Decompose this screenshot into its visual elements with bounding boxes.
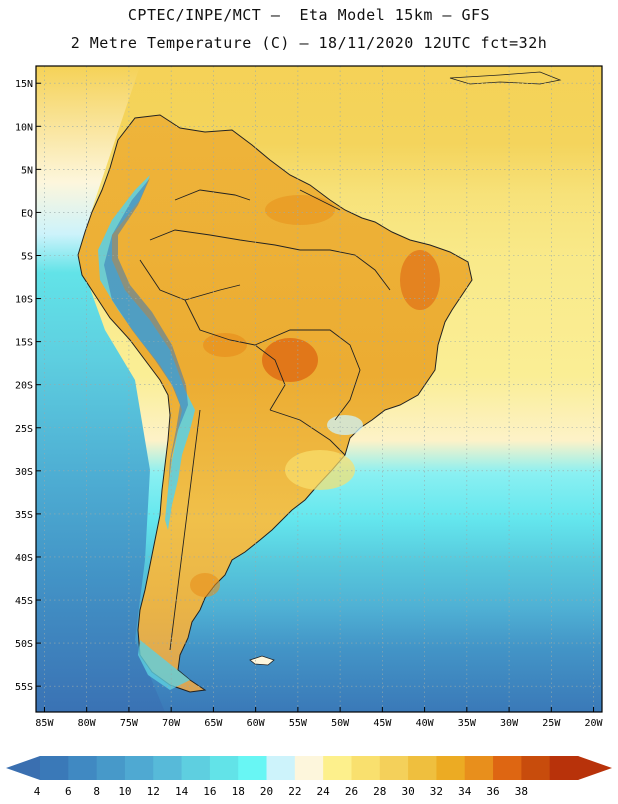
colorbar-swatch — [266, 756, 296, 780]
colorbar-tick-label: 20 — [260, 785, 273, 798]
lon-label: 80W — [78, 718, 97, 729]
lat-label: EQ — [21, 208, 33, 219]
lon-label: 45W — [373, 718, 392, 729]
colorbar-tick-label: 30 — [401, 785, 414, 798]
colorbar-tick-label: 12 — [147, 785, 160, 798]
colorbar-swatch — [96, 756, 126, 780]
colorbar-swatch — [323, 756, 352, 780]
lon-label: 65W — [204, 718, 223, 729]
colorbar-tick-label: 6 — [65, 785, 72, 798]
colorbar-swatch — [238, 756, 268, 780]
hotspot-pantanal — [262, 338, 318, 382]
lon-label: 55W — [289, 718, 308, 729]
colorbar-tick-label: 32 — [430, 785, 443, 798]
lon-label: 25W — [542, 718, 561, 729]
colorbar-swatch — [181, 756, 211, 780]
border-guianas — [299, 189, 341, 211]
andes-coldest-band — [104, 178, 188, 490]
latitude-labels: 15N 10N 5N EQ 5S 10S 15S 20S 25S 30S 35S 40S 45S 50S 5… — [15, 79, 33, 693]
border-paraguay-argentina — [269, 409, 346, 456]
colorbar-tick-label: 28 — [373, 785, 386, 798]
hotspot-bolivia — [203, 333, 247, 357]
colorbar-tick-label: 22 — [288, 785, 301, 798]
colorbar-swatch — [408, 756, 437, 780]
hotspot-guianas — [265, 195, 335, 225]
longitude-labels: 85W 80W 75W 70W 65W 60W 55W 50W 45W 40W 35W 30W 25W 2… — [35, 718, 603, 729]
map-frame — [35, 65, 603, 713]
cool-area-sao-paulo-coast — [327, 415, 363, 435]
colorbar-tick-label: 34 — [458, 785, 472, 798]
colorbar-swatch — [351, 756, 381, 780]
colorbar-tick-label: 10 — [118, 785, 131, 798]
lat-label: 5S — [21, 251, 33, 262]
lon-label: 85W — [35, 718, 54, 729]
lon-label: 50W — [331, 718, 350, 729]
lon-label: 75W — [120, 718, 139, 729]
border-brazil-north-states — [300, 249, 391, 291]
colorbar-swatch — [153, 756, 183, 780]
lon-label: 70W — [162, 718, 181, 729]
caribbean-islands — [449, 71, 562, 85]
colorbar-swatch — [436, 756, 466, 780]
map-title-line2: 2 Metre Temperature (C) – 18/11/2020 12U… — [70, 34, 548, 52]
colorbar-right-arrow — [578, 756, 612, 780]
lat-label: 20S — [15, 381, 33, 392]
lat-label: 5N — [21, 165, 33, 176]
border-colombia-peru-brazil — [149, 229, 301, 251]
border-brazil-states — [254, 329, 361, 421]
lat-label: 55S — [15, 682, 33, 693]
colorbar: 4 6 8 10 12 14 16 18 20 22 24 26 28 30 32 34 36 38 — [6, 756, 612, 798]
lon-label: 40W — [416, 718, 435, 729]
colorbar-swatch — [209, 756, 239, 780]
lat-label: 30S — [15, 467, 33, 478]
colorbar-swatch — [549, 756, 579, 780]
lat-label: 15S — [15, 338, 33, 349]
colorbar-swatch — [124, 756, 154, 780]
colorbar-left-arrow — [6, 756, 40, 780]
colorbar-tick-label: 36 — [486, 785, 499, 798]
lat-label: 40S — [15, 553, 33, 564]
colorbar-swatch — [68, 756, 98, 780]
colorbar-tick-label: 24 — [317, 785, 331, 798]
border-chile-argentina — [169, 409, 201, 651]
cold-area-tierra-del-fuego — [138, 640, 190, 690]
colorbar-tick-label: 26 — [345, 785, 358, 798]
cool-area-uruguay — [285, 450, 355, 490]
lat-label: 50S — [15, 639, 33, 650]
colorbar-tick-label: 18 — [232, 785, 245, 798]
colorbar-tick-label: 16 — [203, 785, 216, 798]
lon-label: 20W — [585, 718, 604, 729]
border-venezuela — [174, 189, 251, 201]
colorbar-tick-label: 4 — [34, 785, 41, 798]
country-borders — [139, 189, 391, 651]
lat-label: 35S — [15, 510, 33, 521]
lon-label: 35W — [458, 718, 477, 729]
colorbar-swatch — [40, 756, 69, 780]
hotspot-northeast-brazil — [400, 250, 440, 310]
colorbar-swatch — [493, 756, 522, 780]
lat-label: 45S — [15, 596, 33, 607]
hotspot-patagonia — [190, 573, 220, 597]
colorbar-tick-label: 8 — [93, 785, 100, 798]
colorbar-tick-label: 14 — [175, 785, 189, 798]
lat-label: 10S — [15, 295, 33, 306]
lon-label: 60W — [247, 718, 266, 729]
lat-label: 25S — [15, 424, 33, 435]
lat-label: 10N — [15, 122, 33, 133]
colorbar-swatch — [521, 756, 551, 780]
colorbar-swatch — [464, 756, 494, 780]
falkland-islands — [249, 655, 275, 666]
pacific-ocean-field — [36, 66, 165, 712]
south-america-land — [77, 114, 473, 693]
lat-label: 15N — [15, 79, 33, 90]
map-title-line1: CPTEC/INPE/MCT – Eta Model 15km – GFS — [127, 6, 491, 24]
colorbar-tick-label: 38 — [515, 785, 528, 798]
lon-label: 30W — [500, 718, 519, 729]
colorbar-swatch — [379, 756, 409, 780]
colorbar-swatch — [294, 756, 324, 780]
